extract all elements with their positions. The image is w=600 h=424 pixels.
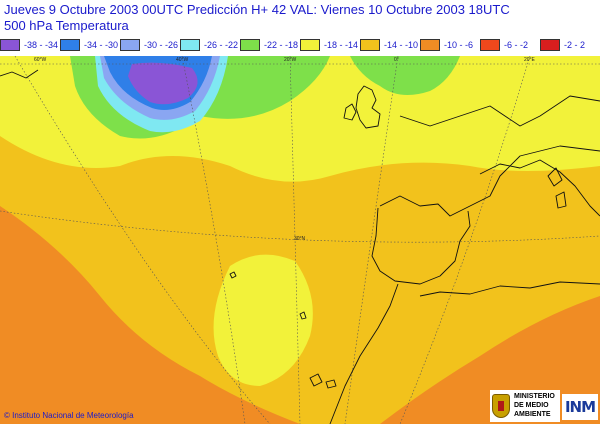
color-legend: -38 - -34 -34 - -30 -30 - -26 -26 - -22 …	[0, 38, 600, 52]
legend-swatch	[240, 39, 260, 51]
lat-label-30n: 30°N	[294, 236, 306, 242]
legend-swatch	[420, 39, 440, 51]
legend-label: -22 - -18	[264, 40, 299, 50]
legend-swatch	[480, 39, 500, 51]
legend-swatch	[120, 39, 140, 51]
legend-swatch	[540, 39, 560, 51]
coast-canary-2	[325, 379, 337, 389]
legend-label: -6 - -2	[504, 40, 529, 50]
field-yellow-lobe	[213, 254, 313, 386]
copyright-credit: © Instituto Nacional de Meteorología	[4, 411, 134, 420]
coast-west-africa	[329, 283, 399, 424]
legend-swatch	[180, 39, 200, 51]
coastlines	[0, 69, 600, 424]
coast-greenland	[0, 69, 39, 79]
legend-swatch	[60, 39, 80, 51]
coast-madeira	[299, 311, 307, 320]
meridian-60w	[14, 56, 271, 424]
field-green-northeast	[350, 56, 460, 95]
coast-britain	[355, 85, 381, 129]
lon-label-60w: 60°W	[34, 57, 47, 63]
legend-item: -38 - -34	[0, 38, 58, 52]
ministry-line-2: DE MEDIO	[514, 402, 549, 409]
forecast-title: Jueves 9 Octubre 2003 00UTC Predicción H…	[4, 2, 510, 17]
legend-label: -18 - -14	[324, 40, 359, 50]
legend-label: -34 - -30	[84, 40, 119, 50]
coast-corsica	[547, 167, 563, 187]
parallel-30n	[0, 210, 600, 243]
legend-item: -18 - -14	[300, 38, 358, 52]
lon-label-20w: 20°W	[284, 57, 297, 63]
coast-azores	[229, 271, 237, 279]
coast-italy	[479, 159, 600, 217]
ministry-line-1: MINISTERIO	[514, 393, 555, 400]
legend-item: -6 - -2	[480, 38, 528, 52]
field-purple-core	[128, 62, 198, 105]
ministry-line-3: AMBIENTE	[514, 411, 551, 418]
temperature-map: 60°W 40°W 20°W 0° 20°E 30°N	[0, 56, 600, 424]
legend-item: -34 - -30	[60, 38, 118, 52]
coast-iberia	[371, 207, 471, 285]
coast-france-med	[379, 145, 600, 217]
coast-sardinia	[555, 191, 567, 209]
lon-label-40w: 40°W	[176, 57, 189, 63]
legend-label: -14 - -10	[384, 40, 419, 50]
coast-canary-1	[309, 373, 323, 387]
legend-label: -38 - -34	[24, 40, 59, 50]
legend-item: -26 - -22	[180, 38, 238, 52]
legend-swatch	[360, 39, 380, 51]
legend-label: -30 - -26	[144, 40, 179, 50]
coat-of-arms-icon	[492, 394, 510, 418]
coast-europe	[399, 95, 600, 127]
field-orange-west	[0, 206, 300, 424]
legend-item: -10 - -6	[420, 38, 473, 52]
meridian-20w	[289, 56, 301, 424]
graticule	[0, 56, 600, 424]
legend-item: -22 - -18	[240, 38, 298, 52]
legend-label: -2 - 2	[564, 40, 586, 50]
legend-item: -14 - -10	[360, 38, 418, 52]
legend-label: -10 - -6	[444, 40, 474, 50]
legend-swatch	[300, 39, 320, 51]
meridian-0	[344, 56, 399, 424]
legend-swatch	[0, 39, 20, 51]
inm-logo: INM	[562, 394, 598, 420]
ministry-logo: MINISTERIO DE MEDIO AMBIENTE	[490, 390, 560, 422]
coast-north-africa	[419, 281, 600, 297]
coast-ireland	[343, 103, 357, 121]
legend-item: -2 - 2	[540, 38, 585, 52]
lon-label-0: 0°	[394, 57, 399, 63]
meridian-40w	[181, 56, 246, 424]
ministry-name: MINISTERIO DE MEDIO AMBIENTE	[514, 392, 555, 419]
field-subtitle: 500 hPa Temperatura	[4, 18, 129, 33]
lon-label-20e: 20°E	[524, 57, 536, 63]
legend-item: -30 - -26	[120, 38, 178, 52]
legend-label: -26 - -22	[204, 40, 239, 50]
